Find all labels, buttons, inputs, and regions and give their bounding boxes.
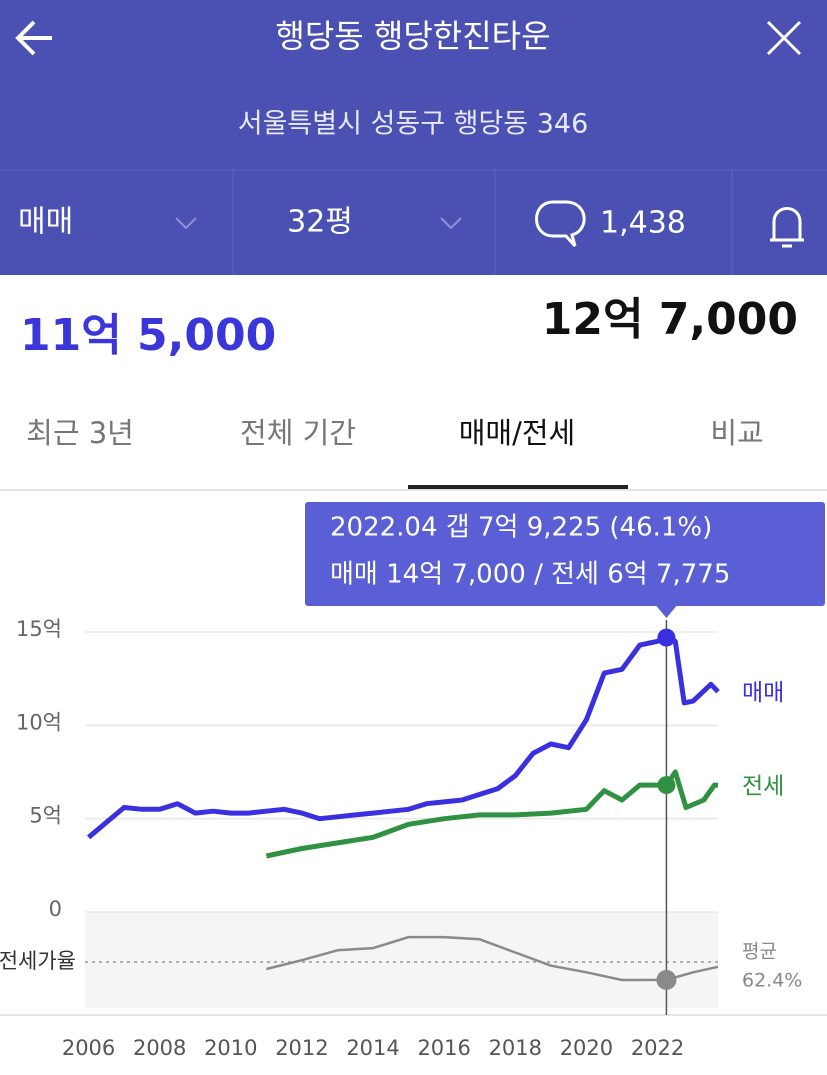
deal-select[interactable]: 매매 (18, 205, 73, 240)
tab[interactable]: 최근 3년 (26, 416, 134, 450)
tooltip-bg (305, 502, 825, 606)
header-bg (0, 0, 827, 275)
series-label: 전세 (742, 774, 784, 800)
highlight-point (656, 969, 677, 990)
chevron (440, 217, 462, 230)
highlight-point (657, 628, 676, 647)
price-current: 11억 5,000 (20, 310, 276, 361)
x-tick-label: 2006 (62, 1036, 115, 1060)
size-select[interactable]: 32평 (287, 205, 353, 240)
x-tick-label: 2016 (417, 1036, 470, 1060)
tooltip-text: 2022.04 갭 7억 9,225 (46.1%) (330, 513, 712, 543)
tooltip-text: 매매 14억 7,000 / 전세 6억 7,775 (330, 560, 730, 590)
x-tick-label: 2008 (133, 1036, 186, 1060)
series-label: 매매 (742, 680, 784, 706)
x-tick-label: 2014 (346, 1036, 399, 1060)
alert-button[interactable] (770, 207, 804, 248)
x-tick-label: 2018 (489, 1036, 542, 1060)
title: 행당동 행당한진타운 (275, 17, 550, 55)
x-tick-label: 2012 (275, 1036, 328, 1060)
y-tick-label: 5억 (29, 804, 62, 828)
tabs: 최근 3년 전체 기간 매매/전세 비교 (26, 416, 764, 489)
tab[interactable]: 전체 기간 (240, 416, 356, 450)
comment-count[interactable]: 1,438 (600, 206, 686, 241)
ratio-band (85, 912, 718, 1008)
series-line (265, 769, 718, 859)
price-high: 12억 7,000 (542, 294, 798, 345)
tab-indicator (408, 485, 628, 489)
tooltip-pointer (656, 606, 677, 618)
tab[interactable]: 매매/전세 (459, 416, 576, 450)
back-button[interactable] (15, 20, 52, 56)
average-value: 62.4% (742, 970, 802, 992)
average-label: 평균 (742, 941, 777, 963)
x-tick-label: 2010 (204, 1036, 257, 1060)
y-tick-label: 10억 (16, 710, 62, 734)
ratio-label: 전세가율 (0, 949, 76, 973)
chevron (175, 217, 197, 230)
comment-icon[interactable] (535, 200, 586, 248)
x-tick-label: 2020 (560, 1036, 613, 1060)
y-tick-label: 0 (49, 897, 62, 921)
y-tick-label: 15억 (16, 617, 62, 641)
tab[interactable]: 비교 (710, 416, 763, 450)
highlight-point (657, 776, 676, 795)
tooltip: 2022.04 갭 7억 9,225 (46.1%) 매매 14억 7,000 /… (305, 502, 825, 618)
x-tick-label: 2022 (631, 1036, 684, 1060)
address: 서울특별시 성동구 행당동 346 (238, 109, 589, 140)
series-line (86, 635, 720, 840)
close-button[interactable] (766, 20, 802, 56)
chart: 0 5억 10억 15억 2006 2008 2010 2012 2014 2016 2018 202… (0, 502, 825, 1060)
